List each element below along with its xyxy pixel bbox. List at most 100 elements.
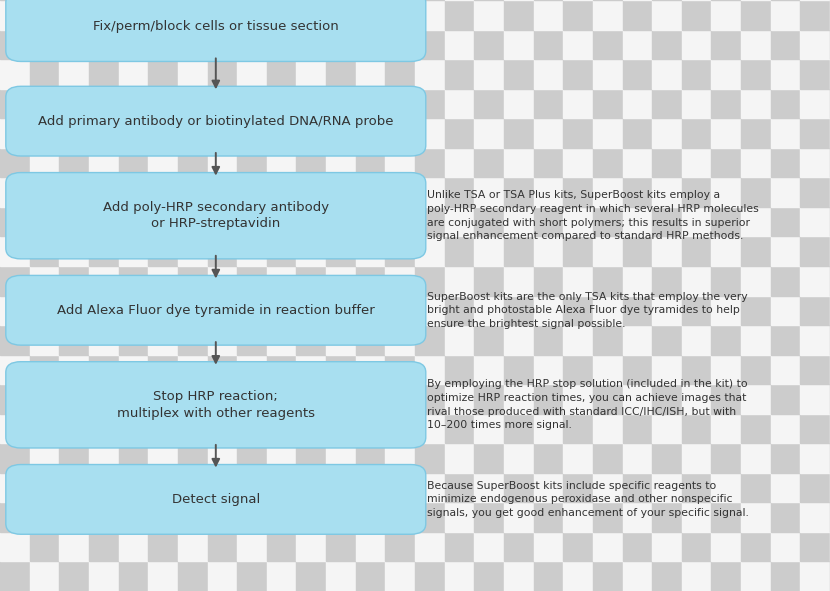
FancyBboxPatch shape [6,173,426,259]
Bar [0,325,30,355]
Bar [89,89,119,118]
Bar [296,502,326,532]
Bar [771,59,800,89]
Bar [0,148,30,177]
Bar [296,414,326,443]
Bar [415,207,445,236]
Bar [564,89,593,118]
Text: Because SuperBoost kits include specific reagents to
minimize endogenous peroxid: Because SuperBoost kits include specific… [427,481,749,518]
Bar [30,0,59,30]
Bar [178,118,208,148]
Bar [652,207,681,236]
Bar [266,0,296,30]
Bar [534,148,564,177]
Bar [593,266,622,296]
Bar [237,148,266,177]
Bar [593,236,622,266]
Bar [208,207,237,236]
Bar [534,30,564,59]
Bar [564,236,593,266]
Bar [149,30,178,59]
Bar [59,266,89,296]
Bar [119,89,149,118]
Bar [0,355,30,384]
Bar [356,296,385,325]
Bar [0,236,30,266]
Bar [771,0,800,30]
Bar [652,177,681,207]
Bar [741,30,771,59]
Bar [237,325,266,355]
Bar [89,473,119,502]
Bar [119,0,149,30]
Bar [149,561,178,591]
Bar [504,177,534,207]
Bar [356,0,385,30]
Bar [800,561,830,591]
Bar [30,207,59,236]
Bar [0,266,30,296]
Bar [356,473,385,502]
Bar [445,473,474,502]
Bar [800,0,830,30]
Bar [800,89,830,118]
Bar [711,325,741,355]
Bar [296,355,326,384]
Bar [356,384,385,414]
Bar [800,325,830,355]
Bar [326,473,356,502]
FancyBboxPatch shape [6,362,426,448]
Bar [326,207,356,236]
Bar [30,148,59,177]
Bar [593,473,622,502]
Bar [89,355,119,384]
Bar [89,177,119,207]
Bar [474,177,504,207]
Bar [652,414,681,443]
Bar [741,118,771,148]
Bar [59,177,89,207]
Bar [564,118,593,148]
Text: Unlike TSA or TSA Plus kits, SuperBoost kits employ a
poly-HRP secondary reagent: Unlike TSA or TSA Plus kits, SuperBoost … [427,190,759,241]
Bar [415,384,445,414]
Bar [178,561,208,591]
Bar [622,355,652,384]
Bar [564,473,593,502]
Bar [564,384,593,414]
Bar [741,502,771,532]
Bar [208,296,237,325]
Bar [149,443,178,473]
Bar [326,325,356,355]
Bar [711,0,741,30]
Bar [356,443,385,473]
Bar [59,118,89,148]
Bar [208,177,237,207]
Bar [474,236,504,266]
Bar [771,236,800,266]
Text: Fix/perm/block cells or tissue section: Fix/perm/block cells or tissue section [93,20,339,33]
Bar [149,236,178,266]
Bar [652,118,681,148]
Bar [593,118,622,148]
Bar [119,532,149,561]
Bar [326,532,356,561]
Bar [119,59,149,89]
Bar [800,473,830,502]
Bar [415,89,445,118]
Bar [89,118,119,148]
Bar [178,443,208,473]
Bar [593,177,622,207]
Bar [59,355,89,384]
Bar [0,177,30,207]
Bar [0,0,30,30]
Bar [741,207,771,236]
Bar [356,325,385,355]
Bar [474,325,504,355]
Bar [681,59,711,89]
Bar [534,325,564,355]
Bar [652,561,681,591]
Bar [504,59,534,89]
Bar [385,355,415,384]
Bar [622,325,652,355]
Bar [356,532,385,561]
